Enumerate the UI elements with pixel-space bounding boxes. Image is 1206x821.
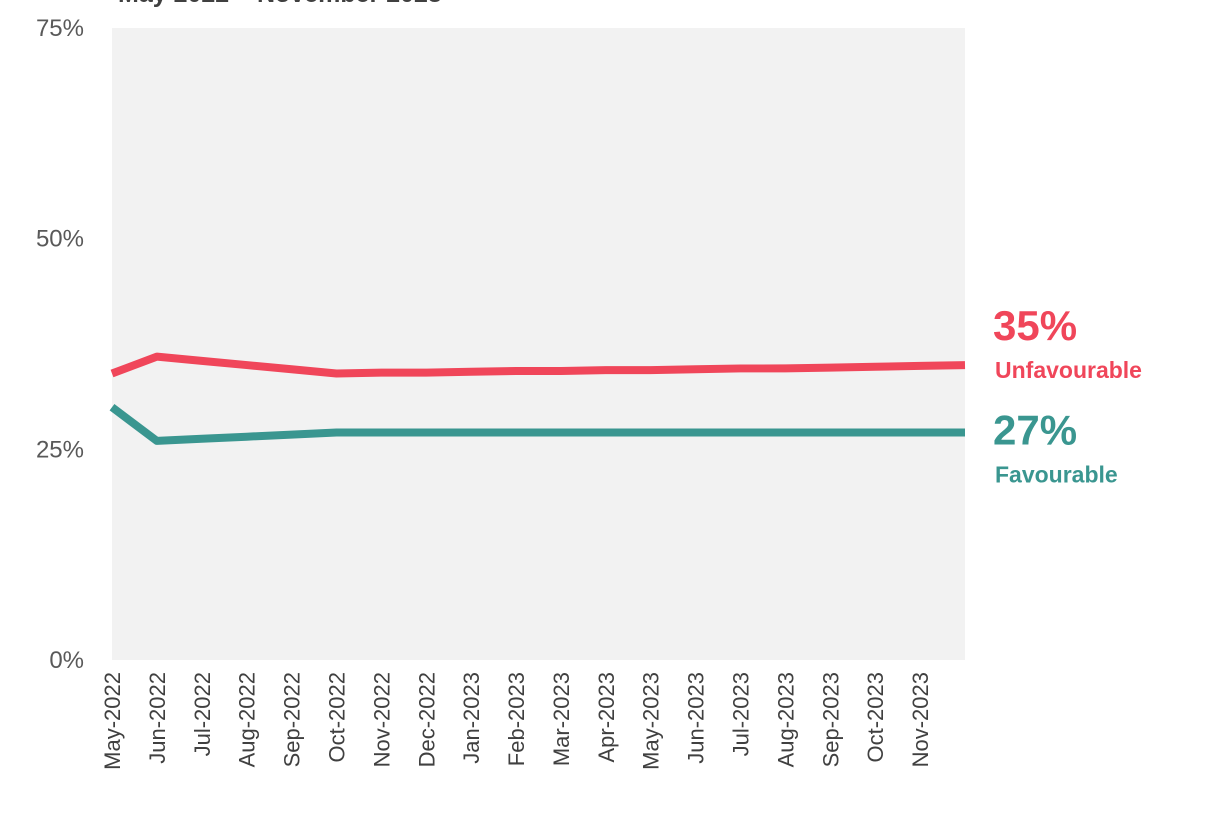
x-tick-label: May-2022 [100,672,125,770]
x-tick-label: Aug-2023 [773,672,798,767]
x-tick-label: Jun-2022 [145,672,170,764]
x-tick-label: Mar-2023 [549,672,574,766]
x-tick-label: May-2023 [639,672,664,770]
x-tick-label: Apr-2023 [594,672,619,763]
line [110,352,966,378]
x-tick-label: Aug-2022 [235,672,260,767]
value-label: 27% [993,406,1077,453]
legend-label: Unfavourable [995,357,1142,383]
x-tick-label: Sep-2023 [818,672,843,767]
x-tick-label: Nov-2022 [369,672,394,767]
line [109,404,965,445]
plot-background [112,28,965,660]
x-tick-label: Jan-2023 [459,672,484,764]
y-tick-label: 0% [49,647,84,674]
x-tick-label: Jun-2023 [684,672,709,764]
chart-title: May 2022 – November 2023 [118,0,442,8]
y-tick-label: 75% [36,15,84,42]
x-tick-label: Nov-2023 [908,672,933,767]
legend-label: Favourable [995,461,1118,487]
x-tick-label: Jul-2022 [190,672,215,756]
x-tick-label: Jul-2023 [729,672,754,756]
value-label: 35% [993,302,1077,349]
x-tick-label: Oct-2022 [324,672,349,763]
x-tick-label: Dec-2022 [414,672,439,767]
x-tick-label: Oct-2023 [863,672,888,763]
y-tick-label: 25% [36,436,84,463]
x-tick-label: Sep-2022 [280,672,305,767]
y-tick-label: 50% [36,226,84,253]
x-tick-label: Feb-2023 [504,672,529,766]
